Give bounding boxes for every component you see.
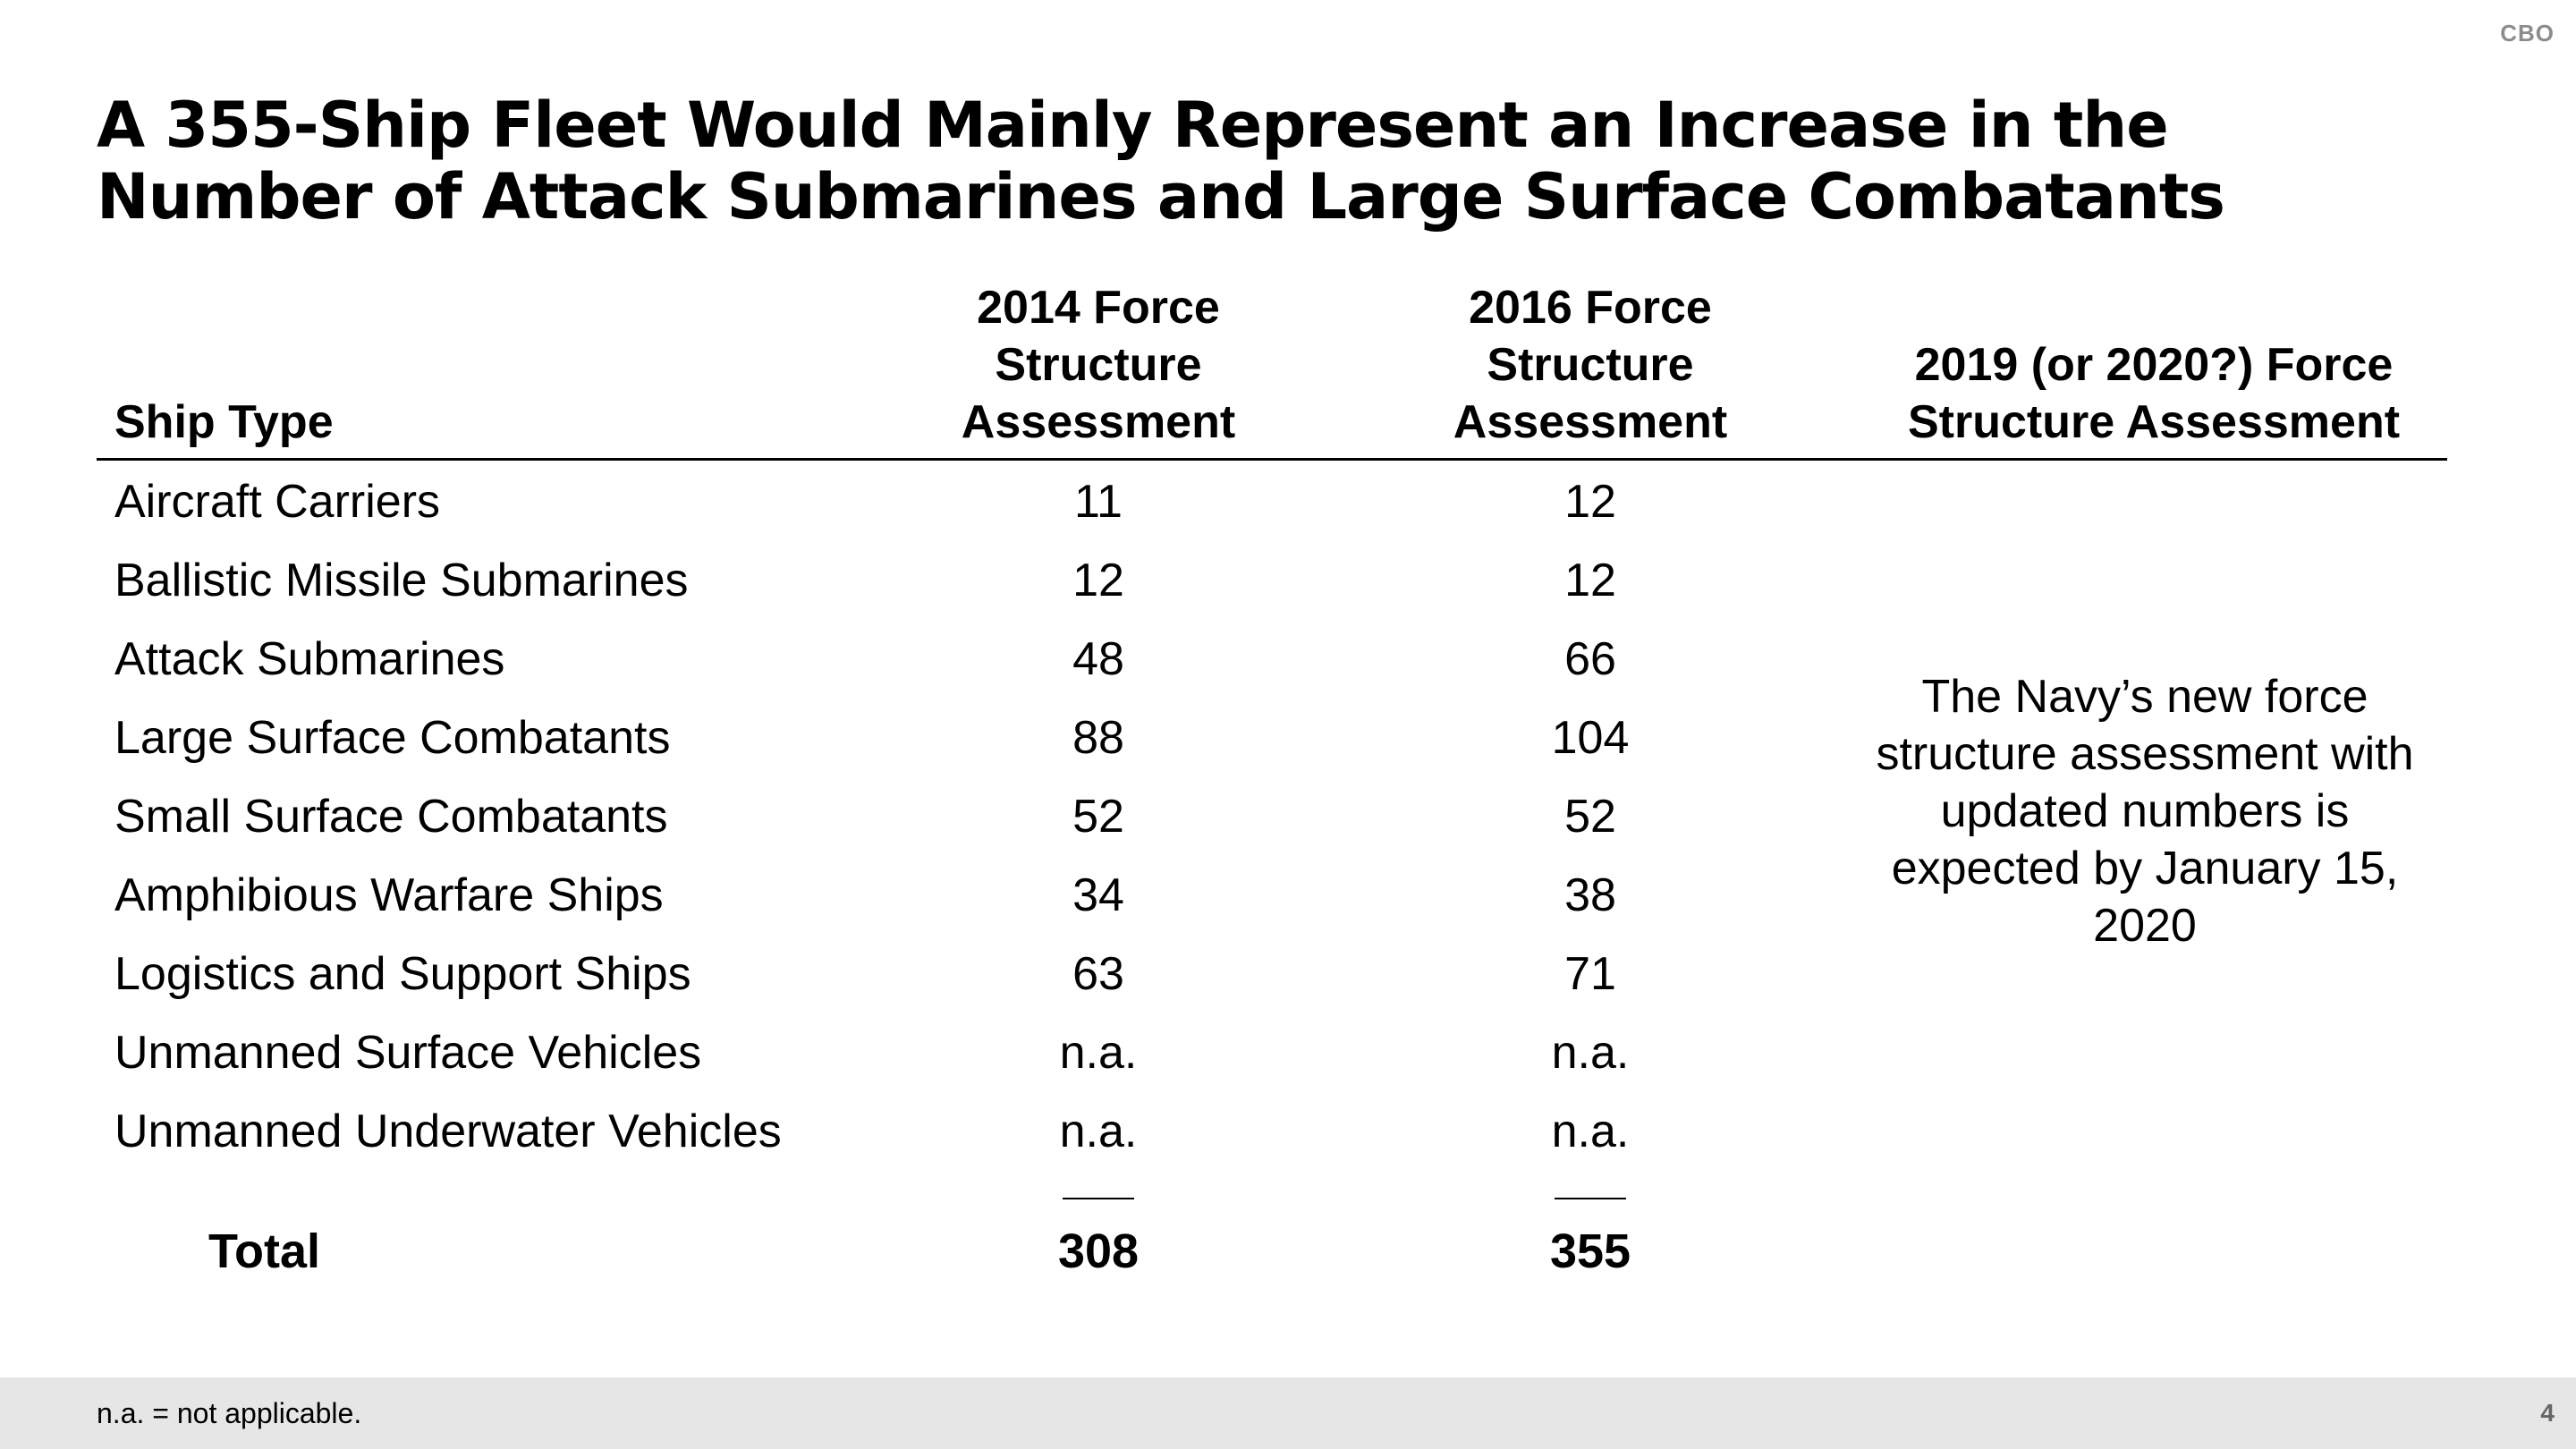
ship-type-cell: Large Surface Combatants — [114, 712, 671, 764]
ship-type-cell: Aircraft Carriers — [114, 476, 441, 528]
table-row: Large Surface Combatants 88 104 — [97, 699, 2447, 777]
total-2016: 355 — [1549, 1224, 1631, 1278]
header-2016-fsa: 2016 Force Structure Assessment — [1453, 282, 1728, 448]
value-2016-cell: n.a. — [1551, 1106, 1630, 1157]
ship-table: Ship Type 2014 Force Structure Assessmen… — [97, 277, 2447, 1289]
value-2014-cell: 34 — [1072, 869, 1124, 921]
value-2014-cell: 63 — [1072, 948, 1124, 1000]
total-row: Total 308 355 — [97, 1214, 2447, 1289]
ship-type-cell: Attack Submarines — [114, 633, 505, 685]
table-row: Ballistic Missile Submarines 12 12 — [97, 541, 2447, 620]
total-label: Total — [208, 1224, 320, 1278]
ship-type-cell: Unmanned Underwater Vehicles — [114, 1106, 782, 1157]
value-2016-cell: n.a. — [1551, 1027, 1630, 1079]
table-row: Logistics and Support Ships 63 71 — [97, 935, 2447, 1013]
table-row: Unmanned Surface Vehicles n.a. n.a. — [97, 1013, 2447, 1092]
value-2016-cell: 66 — [1564, 633, 1616, 685]
slide-title: A 355-Ship Fleet Would Mainly Represent … — [97, 89, 2225, 233]
fsa-2019-note: The Navy’s new force structure assessmen… — [1876, 671, 2414, 952]
value-2016-cell: 71 — [1564, 948, 1616, 1000]
header-2019-fsa: 2019 (or 2020?) Force Structure Assessme… — [1907, 339, 2401, 448]
value-2014-cell: n.a. — [1059, 1027, 1138, 1079]
value-2016-cell: 12 — [1564, 476, 1616, 528]
value-2014-cell: n.a. — [1059, 1106, 1138, 1157]
ship-type-cell: Unmanned Surface Vehicles — [114, 1027, 702, 1079]
ship-type-cell: Small Surface Combatants — [114, 791, 668, 843]
ship-type-cell: Amphibious Warfare Ships — [114, 869, 664, 921]
sum-rule-2016 — [1555, 1198, 1626, 1199]
table-row: Amphibious Warfare Ships 34 38 — [97, 856, 2447, 935]
table-row: Small Surface Combatants 52 52 — [97, 777, 2447, 856]
ship-type-cell: Logistics and Support Ships — [114, 948, 691, 1000]
header-2014-fsa: 2014 Force Structure Assessment — [961, 282, 1236, 448]
table-row: Attack Submarines 48 66 — [97, 620, 2447, 699]
footnote: n.a. = not applicable. — [97, 1397, 362, 1429]
value-2014-cell: 12 — [1072, 555, 1124, 606]
sum-rule-2014 — [1063, 1198, 1134, 1199]
value-2016-cell: 104 — [1551, 712, 1630, 764]
value-2016-cell: 52 — [1564, 791, 1616, 843]
value-2014-cell: 52 — [1072, 791, 1124, 843]
value-2014-cell: 48 — [1072, 633, 1124, 685]
total-2014: 308 — [1057, 1224, 1140, 1278]
cbo-logo: CBO — [2500, 20, 2555, 47]
table-row: Aircraft Carriers 11 12 — [97, 462, 2447, 541]
value-2016-cell: 12 — [1564, 555, 1616, 606]
table-body: Aircraft Carriers 11 12 Ballistic Missil… — [97, 461, 2447, 1171]
table-header: Ship Type 2014 Force Structure Assessmen… — [97, 277, 2447, 461]
header-ship-type: Ship Type — [114, 396, 334, 448]
value-2014-cell: 11 — [1074, 476, 1123, 528]
value-2014-cell: 88 — [1072, 712, 1124, 764]
sum-rules — [97, 1171, 2447, 1214]
value-2016-cell: 38 — [1564, 869, 1616, 921]
page-number: 4 — [2540, 1399, 2555, 1427]
footer-bar: n.a. = not applicable. 4 — [0, 1377, 2576, 1449]
table-row: Unmanned Underwater Vehicles n.a. n.a. — [97, 1092, 2447, 1171]
ship-type-cell: Ballistic Missile Submarines — [114, 555, 689, 606]
